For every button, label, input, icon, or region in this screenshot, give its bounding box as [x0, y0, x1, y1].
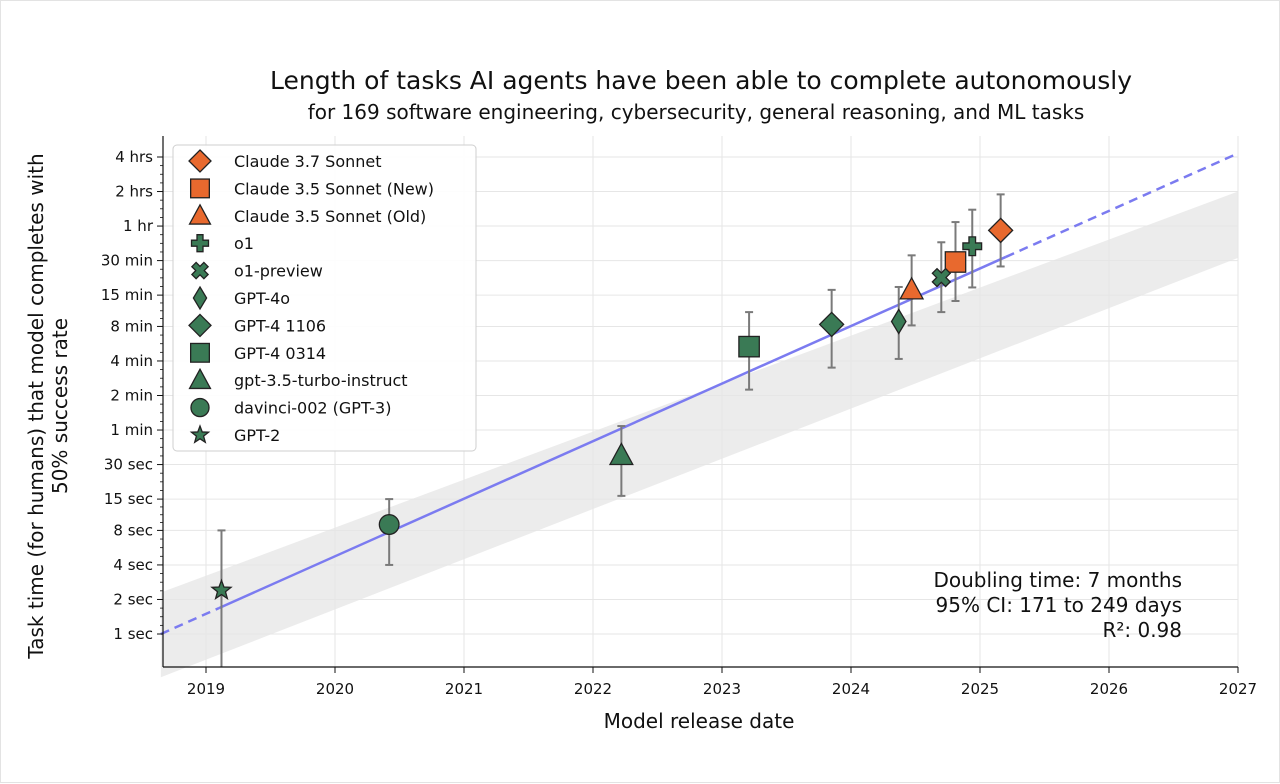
ci-annotation: 95% CI: 171 to 249 days — [936, 593, 1182, 617]
legend-marker-claude-3-5-sonnet-new — [189, 178, 210, 199]
legend-label-davinci-002-gpt-3: davinci-002 (GPT-3) — [234, 399, 391, 418]
data-points — [210, 217, 1014, 600]
legend-marker-gpt-2 — [189, 424, 211, 444]
point-gpt-2 — [210, 578, 233, 600]
point-davinci-002-gpt-3 — [378, 514, 400, 536]
y-tick-label: 1 sec — [113, 625, 153, 643]
y-tick-label: 15 min — [101, 286, 153, 304]
point-o1 — [962, 236, 983, 257]
y-tick-label: 2 min — [110, 387, 153, 405]
x-axis-ticks: 2019 2020 2021 2022 2023 2024 2025 2026 2027 — [187, 667, 1257, 698]
y-tick-label: 1 hr — [123, 217, 154, 235]
point-gpt-4o — [890, 308, 907, 335]
legend-label-claude-3-7-sonnet: Claude 3.7 Sonnet — [234, 152, 382, 171]
legend-marker-davinci-002-gpt-3 — [190, 397, 210, 418]
y-tick-label: 4 min — [110, 352, 153, 370]
legend-marker-gpt-4-1106 — [188, 313, 212, 338]
legend-label-o1: o1 — [234, 234, 254, 253]
y-tick-label: 2 hrs — [115, 183, 153, 201]
y-tick-label: 1 min — [110, 421, 153, 439]
y-axis-label-line2: 50% success rate — [48, 318, 72, 494]
legend-marker-gpt-4o — [192, 285, 208, 311]
legend-label-gpt-4-0314: GPT-4 0314 — [234, 344, 326, 363]
legend-label-claude-3-5-sonnet-new: Claude 3.5 Sonnet (New) — [234, 179, 434, 198]
chart-subtitle: for 169 software engineering, cybersecur… — [308, 100, 1085, 124]
y-axis-label-line1: Task time (for humans) that model comple… — [24, 153, 48, 659]
legend-box — [172, 144, 477, 452]
legend-label-gpt-3-5-turbo-instruct: gpt-3.5-turbo-instruct — [234, 371, 408, 390]
confidence-band — [160, 191, 1239, 678]
chart-title: Length of tasks AI agents have been able… — [270, 66, 1132, 95]
y-tick-label: 8 sec — [113, 521, 153, 539]
x-tick-label: 2020 — [316, 680, 354, 698]
legend-marker-claude-3-5-sonnet-old — [188, 203, 212, 225]
legend-marker-gpt-4-0314 — [189, 342, 210, 363]
x-tick-label: 2021 — [445, 680, 483, 698]
legend-label-gpt-4-1106: GPT-4 1106 — [234, 316, 326, 335]
x-tick-label: 2024 — [832, 680, 870, 698]
point-gpt-4-0314 — [738, 335, 760, 358]
y-tick-label: 8 min — [110, 317, 153, 335]
trend-line-extension-right — [1005, 152, 1239, 259]
y-tick-label: 15 sec — [104, 490, 153, 508]
x-axis-label: Model release date — [604, 709, 795, 733]
legend-label-gpt-4o: GPT-4o — [234, 289, 290, 308]
trend-line-extension-left — [160, 606, 220, 636]
x-tick-label: 2025 — [961, 680, 999, 698]
point-gpt-4-1106 — [818, 311, 845, 338]
y-axis-ticks: 1 sec 2 sec 4 sec 8 sec 15 sec 30 sec 1 min 2 m… — [101, 148, 163, 643]
x-tick-label: 2022 — [574, 680, 612, 698]
y-tick-label: 4 sec — [113, 556, 153, 574]
y-tick-label: 30 sec — [104, 456, 153, 474]
x-tick-label: 2019 — [187, 680, 225, 698]
point-gpt-3-5-turbo-instruct — [608, 442, 634, 466]
y-tick-label: 4 hrs — [115, 148, 153, 166]
legend: Claude 3.7 Sonnet Claude 3.5 Sonnet (New)… — [172, 144, 477, 452]
x-tick-label: 2023 — [703, 680, 741, 698]
legend-marker-gpt-3-5-turbo-instruct — [188, 367, 212, 390]
y-tick-label: 30 min — [101, 252, 153, 270]
point-claude-3-5-sonnet-old — [899, 276, 925, 300]
y-tick-label: 2 sec — [113, 590, 153, 608]
x-tick-label: 2026 — [1090, 680, 1128, 698]
legend-label-claude-3-5-sonnet-old: Claude 3.5 Sonnet (Old) — [234, 207, 426, 226]
legend-label-o1-preview: o1-preview — [234, 262, 323, 281]
point-o1-preview — [931, 267, 952, 288]
r-squared-annotation: R²: 0.98 — [1102, 618, 1182, 642]
legend-label-gpt-2: GPT-2 — [234, 426, 280, 445]
doubling-time-annotation: Doubling time: 7 months — [933, 568, 1182, 592]
axes — [162, 136, 1238, 668]
trend-line — [218, 255, 1007, 610]
y-axis-label: Task time (for humans) that model comple… — [24, 153, 72, 659]
point-claude-3-5-sonnet-new — [944, 251, 967, 273]
point-claude-3-7-sonnet — [987, 217, 1014, 244]
x-tick-label: 2027 — [1219, 680, 1257, 698]
legend-marker-claude-3-7-sonnet — [188, 149, 212, 173]
legend-marker-o1-preview — [190, 261, 210, 280]
legend-marker-o1 — [190, 234, 210, 253]
